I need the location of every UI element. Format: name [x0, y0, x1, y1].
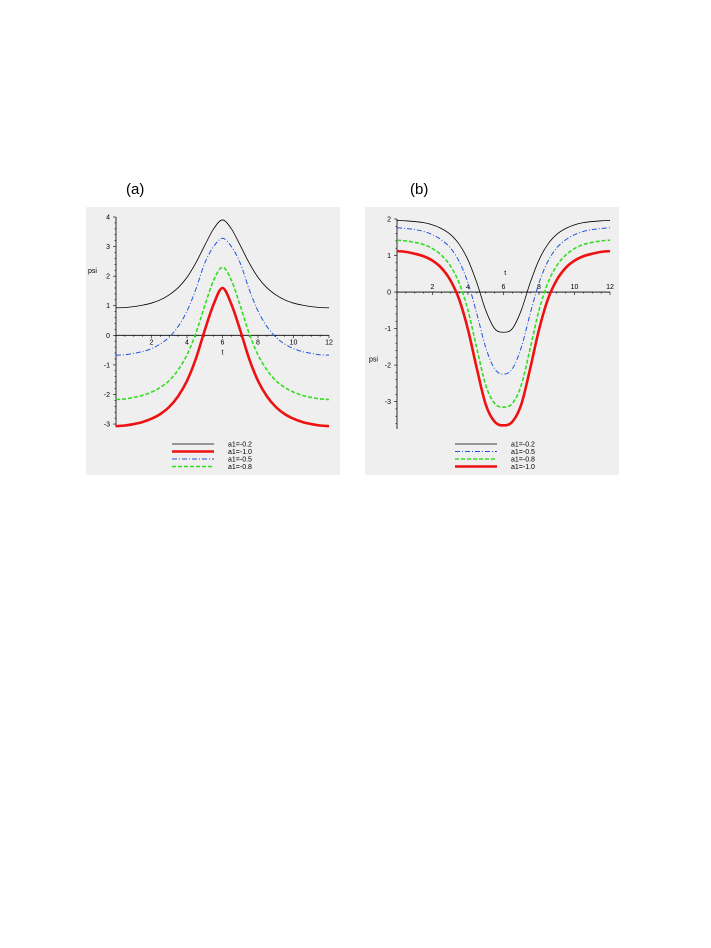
y-tick-label: 2	[387, 217, 391, 224]
y-tick-label: -3	[104, 422, 110, 429]
legend-label: a1=-0.8	[511, 457, 535, 464]
legend-label: a1=-0.8	[228, 464, 252, 471]
y-tick-label: 2	[106, 274, 110, 281]
y-tick-label: -2	[385, 363, 391, 370]
chart-a-svg: 2 4 6 8 10 12-3-2-101234tpsia1=-0.2a1=-1.0a1=…	[88, 215, 333, 472]
x-tick-label: 4	[185, 339, 189, 346]
x-tick-label: 8	[256, 339, 260, 346]
series-line-a1=-0.5	[115, 237, 330, 356]
x-tick-label: 6	[221, 339, 225, 346]
y-tick-label: 1	[387, 253, 391, 260]
legend-label: a1=-1.0	[511, 464, 535, 471]
series-line-a1=-0.2	[115, 219, 330, 309]
chart-b: 2 4 6 8 10 12 -3 -2 -1 0 1 2 t psi a1=-0.2 a1=-0.5 a1=-0…	[365, 207, 619, 475]
y-tick-label: 1	[106, 303, 110, 310]
legend-label: a1=-0.2	[511, 442, 535, 449]
y-tick-label: -2	[104, 392, 110, 399]
series-line-a1=-0.8	[115, 266, 330, 401]
legend-label: a1=-1.0	[228, 449, 252, 456]
panel-a-label: (a)	[126, 181, 145, 198]
x-tick-label: 10	[290, 339, 298, 346]
y-axis-label: psi	[88, 268, 97, 275]
chart-b-svg: 2 4 6 8 10 12-3-2-1012tpsia1=-0.2a1=-0.5a1=-0…	[369, 217, 614, 472]
series-line-a1=-1.0	[115, 286, 330, 428]
x-axis-label: t	[504, 270, 506, 277]
y-tick-label: 4	[106, 215, 110, 222]
y-tick-label: 0	[387, 290, 391, 297]
series-line-a1=-1.0	[396, 249, 611, 427]
x-tick-label: 8	[537, 284, 541, 291]
x-tick-label: 2	[431, 284, 435, 291]
legend-label: a1=-0.5	[511, 449, 535, 456]
y-tick-label: -1	[104, 362, 110, 369]
x-tick-label: 4	[466, 284, 470, 291]
x-tick-label: 12	[325, 339, 333, 346]
legend-label: a1=-0.2	[228, 442, 252, 449]
legend-label: a1=-0.5	[228, 457, 252, 464]
y-axis-label: psi	[369, 356, 378, 363]
y-tick-label: -3	[385, 399, 391, 406]
series-line-a1=-0.5	[396, 227, 611, 375]
x-tick-label: 10	[571, 284, 579, 291]
x-tick-label: 6	[502, 284, 506, 291]
x-axis-label: t	[222, 349, 224, 356]
series-line-a1=-0.2	[396, 220, 611, 333]
chart-a: 2 4 6 8 10 12 -3 -2 -1 0 1 2 3 4 t psi a1=-0.2 a1=-1.0 a1=…	[86, 207, 340, 475]
panel-b-label: (b)	[410, 181, 429, 198]
y-tick-label: 3	[106, 244, 110, 251]
x-tick-label: 2	[150, 339, 154, 346]
y-tick-label: 0	[106, 333, 110, 340]
series-line-a1=-0.8	[396, 239, 611, 408]
x-tick-label: 12	[606, 284, 614, 291]
y-tick-label: -1	[385, 326, 391, 333]
